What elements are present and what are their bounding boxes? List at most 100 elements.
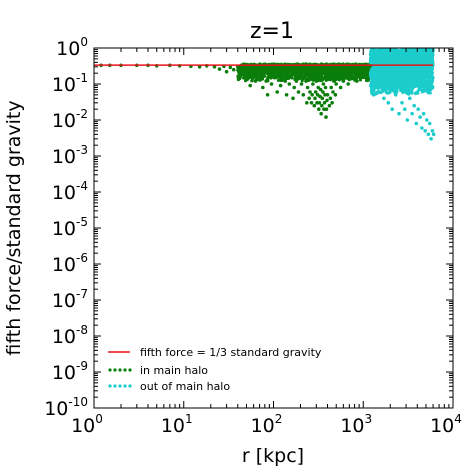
scatter-point bbox=[406, 49, 411, 54]
scatter-point bbox=[273, 75, 278, 80]
scatter-point bbox=[321, 90, 325, 94]
scatter-point-dense bbox=[404, 77, 408, 81]
scatter-point-dense bbox=[371, 87, 375, 91]
scatter-point-dense bbox=[401, 70, 405, 74]
scatter-point bbox=[429, 137, 433, 141]
scatter-point bbox=[317, 101, 322, 105]
y-axis-title: fifth force/standard gravity bbox=[3, 100, 25, 355]
scatter-point bbox=[228, 65, 233, 70]
scatter-point-dense bbox=[355, 73, 359, 77]
legend-marker-dot bbox=[118, 368, 122, 372]
scatter-point bbox=[309, 101, 314, 105]
scatter-point-dense bbox=[374, 86, 378, 90]
scatter-point-dense bbox=[430, 72, 434, 76]
scatter-point-dense bbox=[413, 78, 418, 82]
scatter-point-dense bbox=[382, 78, 386, 83]
y-tick-label: 100 bbox=[56, 35, 88, 60]
x-tick-label: 102 bbox=[251, 412, 283, 437]
scatter-point-dense bbox=[270, 72, 274, 77]
scatter-point bbox=[323, 93, 327, 97]
x-axis-ticks: 100 101 102 103 104 bbox=[71, 48, 462, 437]
scatter-point bbox=[423, 129, 428, 133]
scatter-point-dense bbox=[386, 91, 390, 95]
scatter-point-dense bbox=[274, 71, 278, 75]
scatter-point-dense bbox=[414, 76, 418, 80]
scatter-point bbox=[300, 71, 305, 75]
scatter-point-dense bbox=[417, 69, 421, 73]
scatter-point-dense bbox=[276, 78, 281, 82]
scatter-point-dense bbox=[280, 77, 284, 81]
scatter-point bbox=[231, 67, 236, 72]
scatter-point bbox=[302, 75, 307, 80]
scatter-point bbox=[313, 96, 317, 101]
scatter-point bbox=[328, 96, 333, 101]
scatter-point bbox=[425, 118, 429, 122]
scatter-point-dense bbox=[317, 71, 321, 75]
scatter-point-dense bbox=[276, 66, 280, 70]
scatter-point bbox=[244, 73, 249, 77]
scatter-point bbox=[404, 57, 408, 61]
x-tick-label: 103 bbox=[340, 412, 372, 437]
scatter-point-dense bbox=[383, 72, 387, 76]
scatter-point-dense bbox=[335, 70, 340, 74]
scatter-point-dense bbox=[403, 65, 408, 69]
scatter-point bbox=[344, 73, 349, 77]
scatter-point bbox=[341, 79, 346, 83]
x-tick-label: 101 bbox=[161, 412, 193, 437]
scatter-point bbox=[297, 75, 302, 80]
scatter-point bbox=[365, 75, 369, 80]
scatter-point bbox=[308, 75, 313, 80]
scatter-point bbox=[310, 93, 315, 97]
scatter-point bbox=[311, 82, 315, 86]
legend-marker-dot bbox=[113, 384, 117, 388]
scatter-point-dense bbox=[268, 75, 272, 79]
scatter-point bbox=[415, 50, 420, 55]
scatter-point bbox=[238, 71, 243, 75]
scatter-point-dense bbox=[379, 60, 383, 65]
scatter-point-dense bbox=[418, 86, 422, 90]
y-tick-label: 10-7 bbox=[52, 287, 88, 312]
scatter-point-dense bbox=[422, 80, 426, 84]
scatter-point bbox=[327, 103, 332, 108]
scatter-point bbox=[241, 66, 245, 70]
scatter-point-dense bbox=[264, 71, 268, 75]
y-tick-label: 10-3 bbox=[52, 143, 88, 168]
scatter-point bbox=[412, 103, 417, 108]
scatter-point-dense bbox=[423, 89, 427, 93]
y-tick-label: 10-4 bbox=[52, 179, 88, 204]
scatter-point bbox=[379, 57, 384, 61]
y-tick-label: 10-5 bbox=[52, 215, 88, 240]
scatter-point bbox=[296, 90, 301, 94]
scatter-point bbox=[355, 79, 359, 83]
scatter-point bbox=[431, 132, 436, 137]
scatter-point-dense bbox=[411, 77, 415, 81]
scatter-point bbox=[320, 103, 324, 108]
scatter-point-dense bbox=[380, 70, 384, 74]
scatter-point bbox=[283, 79, 288, 83]
scatter-point bbox=[265, 93, 270, 97]
scatter-point bbox=[397, 111, 401, 116]
scatter-point-dense bbox=[427, 80, 431, 84]
scatter-point-dense bbox=[376, 57, 380, 62]
scatter-point-dense bbox=[386, 85, 390, 90]
scatter-point-dense bbox=[406, 76, 410, 80]
scatter-point bbox=[384, 49, 389, 54]
scatter-point bbox=[363, 69, 368, 74]
scatter-point bbox=[422, 57, 427, 61]
y-tick-label: 10-9 bbox=[52, 359, 88, 384]
chart-title: z=1 bbox=[250, 19, 294, 44]
scatter-point bbox=[269, 82, 274, 86]
legend-marker-dot bbox=[128, 384, 132, 388]
scatter-point-dense bbox=[330, 73, 334, 78]
y-tick-label: 10-10 bbox=[44, 395, 88, 420]
scatter-point bbox=[417, 48, 421, 51]
x-axis-title: r [kpc] bbox=[242, 445, 304, 467]
scatter-point-dense bbox=[408, 84, 412, 88]
plot-area bbox=[94, 48, 436, 141]
scatter-point bbox=[305, 101, 309, 105]
scatter-point bbox=[332, 79, 336, 83]
scatter-point bbox=[288, 67, 293, 72]
scatter-point-dense bbox=[401, 90, 405, 94]
scatter-point bbox=[319, 111, 324, 116]
